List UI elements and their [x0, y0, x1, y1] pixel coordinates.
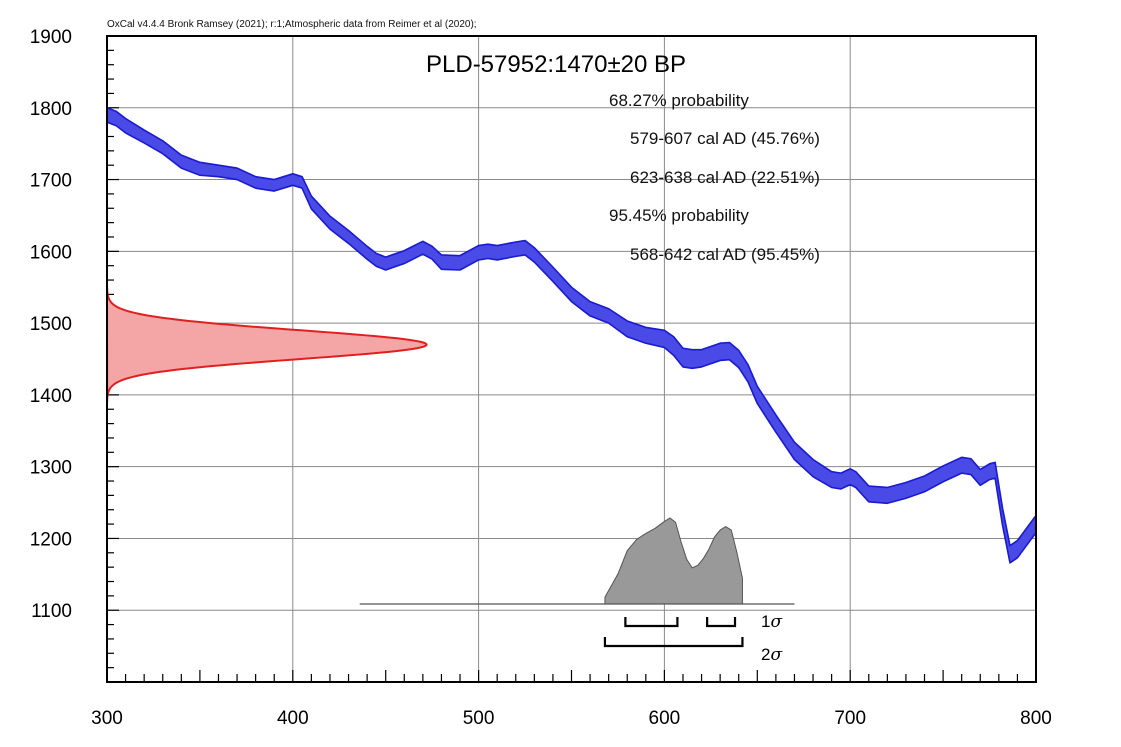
p95-range-1: 568-642 cal AD (95.45%)	[630, 245, 820, 264]
x-tick-label: 300	[91, 708, 123, 729]
y-tick-label: 1400	[30, 386, 72, 407]
x-tick-label: 600	[649, 708, 681, 729]
p68-range-2: 623-638 cal AD (22.51%)	[630, 168, 820, 187]
sigma2-symbol: σ	[770, 645, 782, 665]
x-tick-label: 700	[834, 708, 866, 729]
sigma1-range-bracket	[624, 617, 679, 628]
y-tick-label: 1500	[30, 314, 72, 335]
axis-tick-labels: 300 400 500 600 700 8001100120013001400150016…	[30, 27, 1052, 729]
y-tick-label: 1100	[31, 601, 72, 622]
sigma1-number: 1	[761, 612, 770, 631]
p68-range-1: 579-607 cal AD (45.76%)	[630, 129, 820, 148]
y-tick-label: 1800	[30, 99, 72, 120]
chart-title: PLD-57952:1470±20 BP	[426, 51, 686, 78]
plot-frame	[106, 35, 1037, 683]
y-tick-label: 1300	[30, 458, 72, 479]
p95-label: 95.45% probability	[609, 206, 749, 225]
sigma1-label: 1σ	[761, 612, 782, 632]
y-tick-label: 1900	[30, 27, 72, 48]
sigma2-label: 2σ	[761, 645, 782, 665]
sigma2-range-bracket	[603, 637, 744, 648]
sigma2-number: 2	[761, 645, 770, 664]
sigma1-symbol: σ	[770, 612, 782, 632]
p68-label: 68.27% probability	[609, 91, 749, 110]
sigma1-range-bracket	[706, 617, 737, 628]
y-tick-label: 1200	[30, 529, 72, 550]
x-tick-label: 400	[277, 708, 309, 729]
y-tick-label: 1600	[30, 242, 72, 263]
radiocarbon-distribution	[105, 286, 428, 403]
chart-credit: OxCal v4.4.4 Bronk Ramsey (2021); r:1;At…	[107, 19, 477, 30]
sigma-range-brackets	[603, 617, 744, 648]
y-tick-label: 1700	[30, 171, 72, 192]
x-tick-label: 500	[463, 708, 495, 729]
x-tick-label: 800	[1020, 708, 1052, 729]
calibrated-date-distribution	[604, 517, 743, 605]
